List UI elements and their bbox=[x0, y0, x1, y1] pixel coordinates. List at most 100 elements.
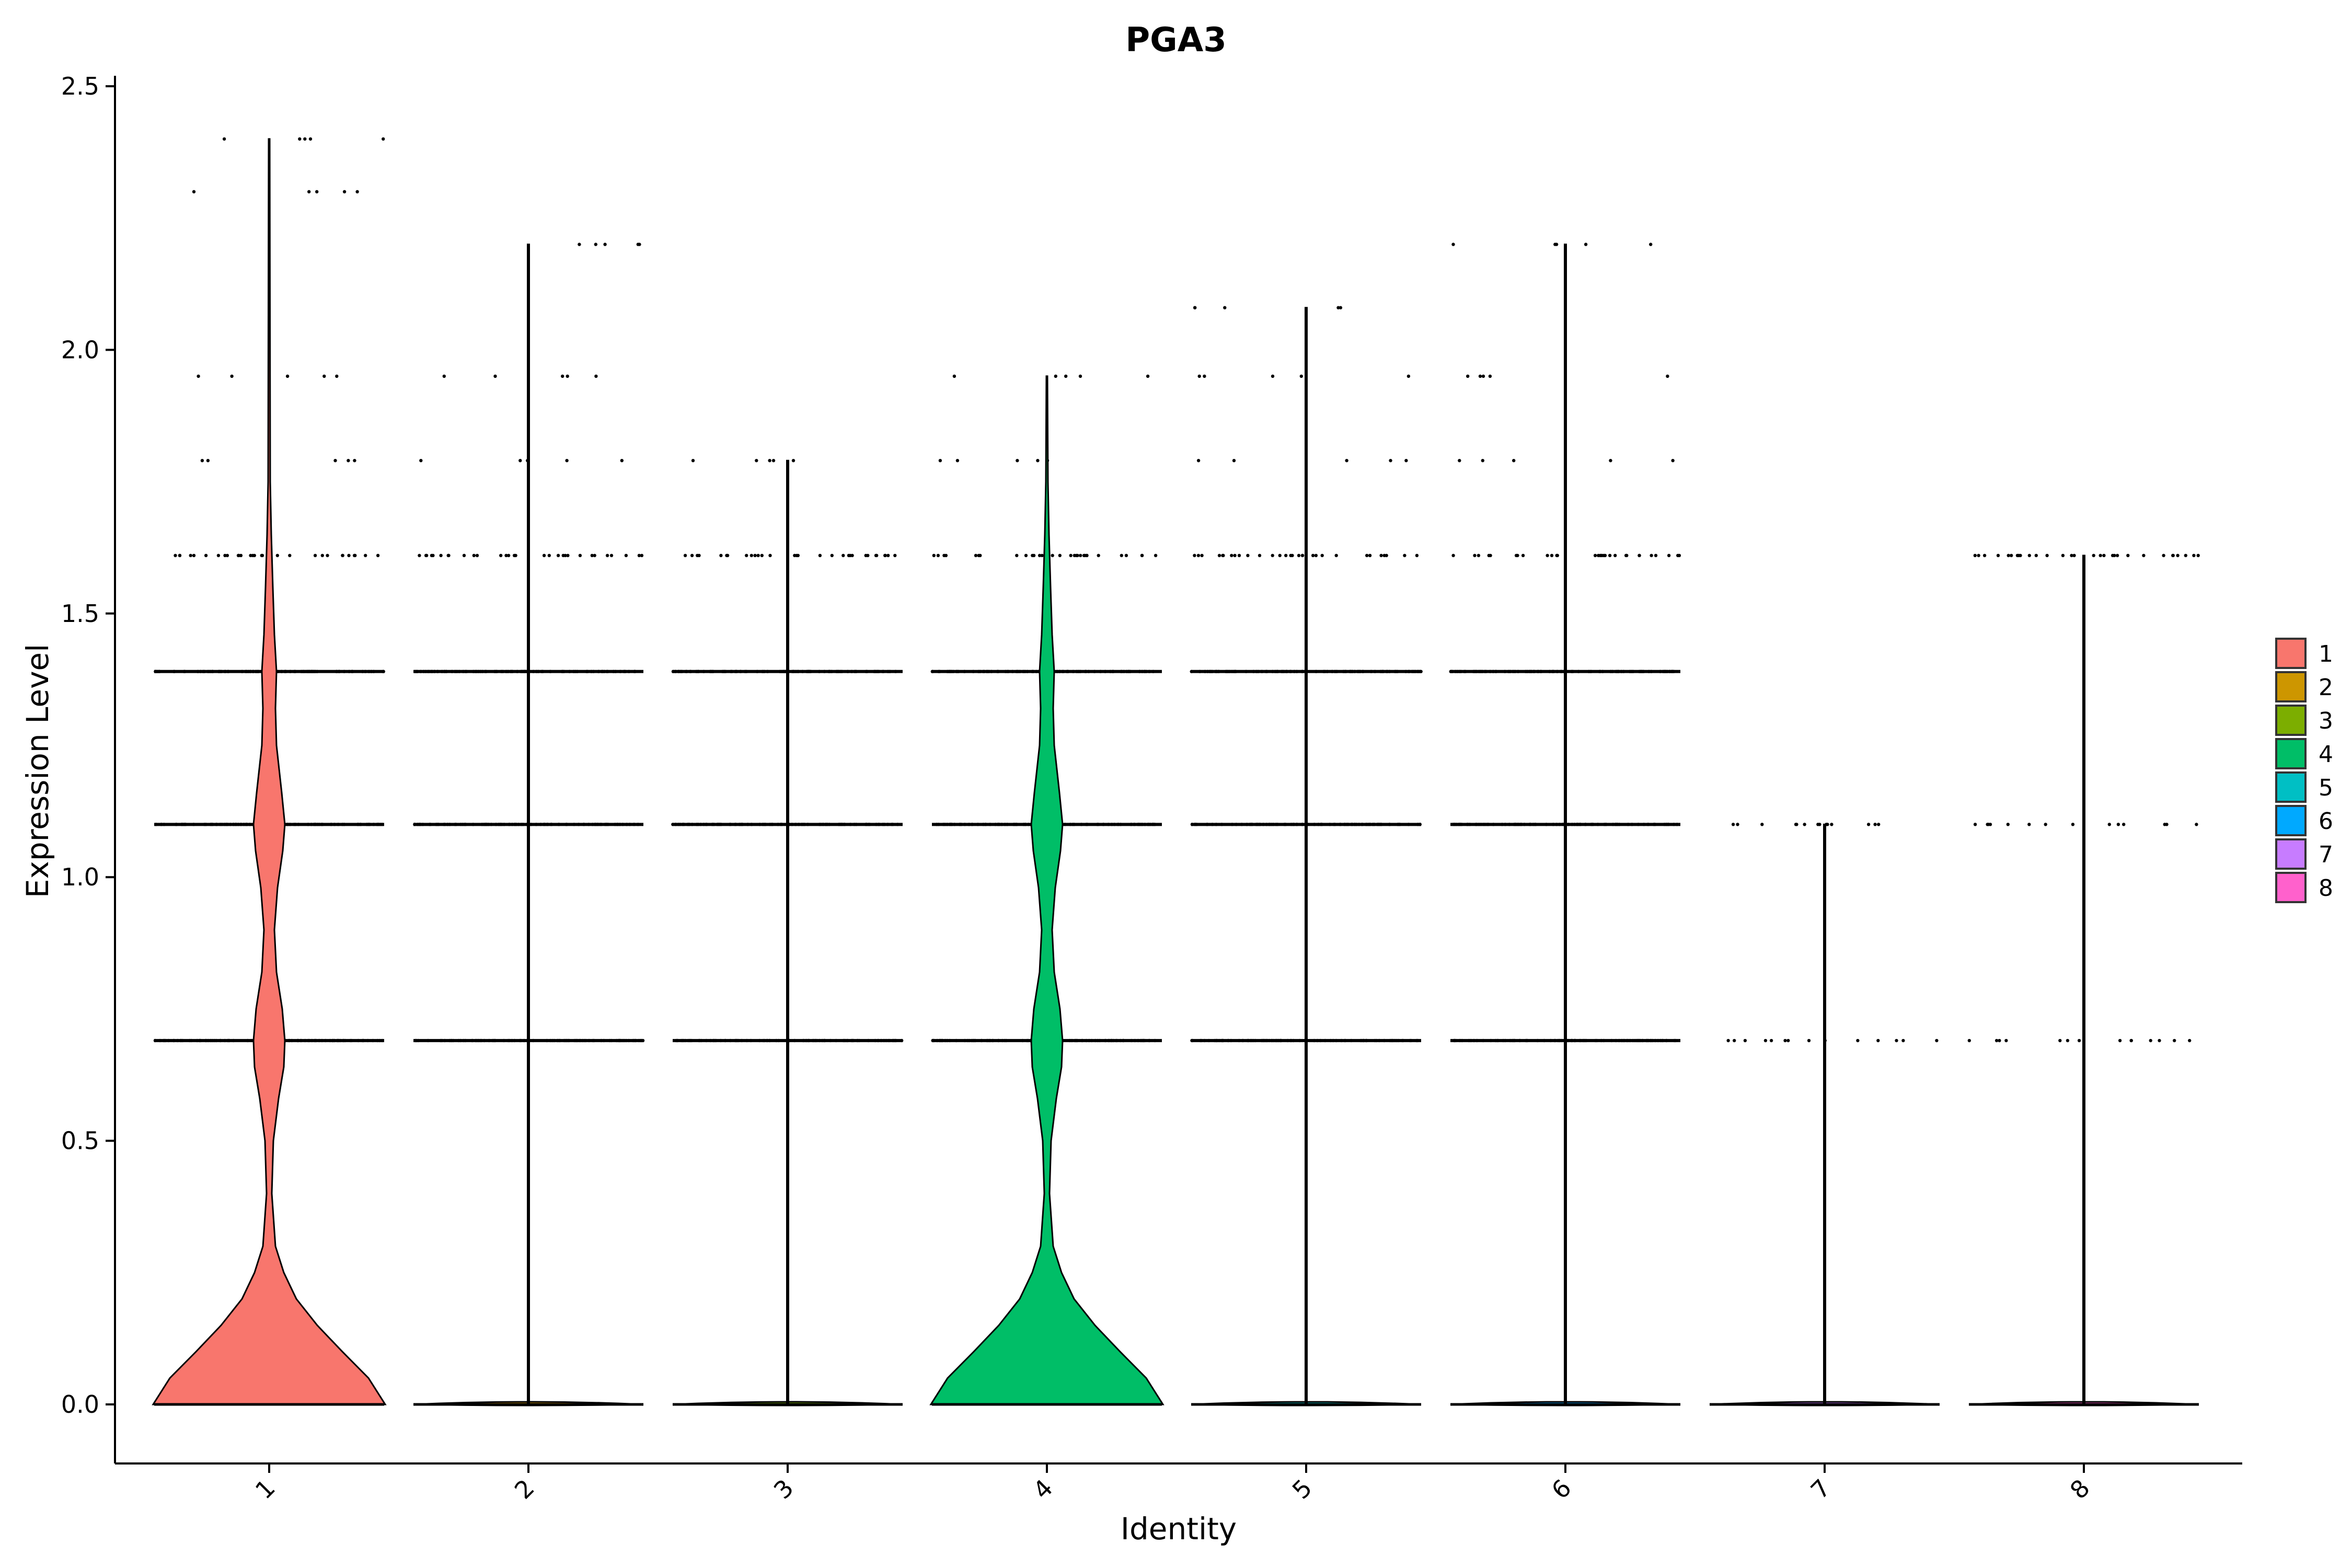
point bbox=[1124, 554, 1128, 558]
x-tick-label: 2 bbox=[509, 1474, 540, 1505]
point bbox=[2122, 823, 2126, 826]
point bbox=[1051, 554, 1054, 558]
point bbox=[518, 459, 522, 463]
point bbox=[1404, 459, 1408, 463]
point bbox=[1769, 1039, 1773, 1043]
point bbox=[1037, 554, 1042, 558]
point bbox=[1609, 459, 1612, 463]
point bbox=[1314, 554, 1318, 558]
point bbox=[955, 459, 960, 463]
point bbox=[1726, 1039, 1730, 1043]
x-axis-title: Identity bbox=[1121, 1511, 1237, 1547]
legend-label-8: 8 bbox=[2319, 875, 2333, 902]
point bbox=[275, 554, 279, 558]
point bbox=[364, 554, 367, 558]
point bbox=[1988, 823, 1992, 826]
point bbox=[1982, 554, 1987, 558]
point bbox=[174, 554, 177, 558]
point bbox=[547, 554, 551, 558]
point bbox=[353, 554, 357, 558]
point bbox=[1078, 374, 1082, 378]
point bbox=[874, 554, 878, 558]
violin-8 bbox=[1968, 555, 2199, 1406]
point bbox=[2045, 554, 2049, 558]
point bbox=[2142, 554, 2146, 558]
legend-key-1 bbox=[2275, 638, 2307, 669]
point bbox=[1336, 306, 1340, 309]
violin-group-4 bbox=[929, 374, 1165, 1406]
point bbox=[932, 554, 936, 558]
point bbox=[1221, 554, 1225, 558]
point bbox=[376, 554, 380, 558]
point bbox=[1289, 554, 1293, 558]
point bbox=[1794, 823, 1798, 826]
point bbox=[2176, 554, 2180, 558]
point bbox=[756, 554, 760, 558]
x-tick-label: 5 bbox=[1287, 1474, 1318, 1505]
point bbox=[1818, 823, 1821, 826]
point bbox=[1237, 554, 1241, 558]
point bbox=[2066, 1039, 2070, 1043]
y-tick-label: 2.0 bbox=[61, 336, 99, 364]
point bbox=[1667, 554, 1671, 558]
point bbox=[760, 554, 764, 558]
point bbox=[1300, 554, 1305, 558]
point bbox=[1624, 554, 1628, 558]
x-tick-label: 4 bbox=[1028, 1474, 1058, 1505]
violin-group-6 bbox=[1449, 243, 1681, 1406]
point bbox=[566, 374, 569, 378]
point bbox=[197, 374, 200, 378]
point bbox=[200, 459, 204, 463]
violin-group-5 bbox=[1190, 306, 1423, 1406]
point bbox=[2118, 1039, 2122, 1043]
point bbox=[1451, 243, 1455, 246]
violin-4 bbox=[929, 375, 1165, 1405]
point bbox=[2044, 823, 2047, 826]
violin-group-8 bbox=[1967, 554, 2200, 1406]
point bbox=[1873, 823, 1877, 826]
point bbox=[512, 554, 516, 558]
point bbox=[637, 554, 641, 558]
point bbox=[2196, 554, 2200, 558]
points-1 bbox=[153, 137, 385, 1043]
point bbox=[683, 554, 687, 558]
point bbox=[2173, 1039, 2176, 1043]
point bbox=[260, 554, 263, 558]
point bbox=[1024, 554, 1028, 558]
point bbox=[1488, 374, 1492, 378]
point bbox=[791, 459, 795, 463]
point bbox=[1217, 554, 1221, 558]
point bbox=[750, 554, 754, 558]
point bbox=[1232, 459, 1236, 463]
point bbox=[1477, 554, 1481, 558]
point bbox=[563, 554, 567, 558]
point bbox=[192, 190, 196, 193]
point bbox=[974, 554, 978, 558]
point bbox=[189, 554, 192, 558]
point bbox=[1553, 243, 1557, 246]
point bbox=[883, 554, 887, 558]
point bbox=[1654, 554, 1658, 558]
point bbox=[578, 243, 581, 246]
point bbox=[1487, 554, 1491, 558]
point bbox=[1521, 554, 1525, 558]
point bbox=[1389, 459, 1392, 463]
point bbox=[1598, 554, 1602, 558]
point bbox=[1083, 554, 1087, 558]
point bbox=[1973, 823, 1977, 826]
point bbox=[1996, 554, 2000, 558]
point bbox=[1803, 823, 1806, 826]
point bbox=[472, 554, 476, 558]
point bbox=[347, 459, 350, 463]
point bbox=[308, 137, 313, 141]
point bbox=[1079, 554, 1082, 558]
point bbox=[446, 554, 450, 558]
point bbox=[1760, 823, 1764, 826]
point bbox=[1382, 554, 1386, 558]
point bbox=[2072, 554, 2076, 558]
violin-3 bbox=[672, 459, 903, 1406]
point bbox=[2129, 1039, 2133, 1043]
point bbox=[818, 554, 822, 558]
point bbox=[1076, 554, 1079, 558]
y-tick-label: 0.5 bbox=[61, 1127, 99, 1155]
